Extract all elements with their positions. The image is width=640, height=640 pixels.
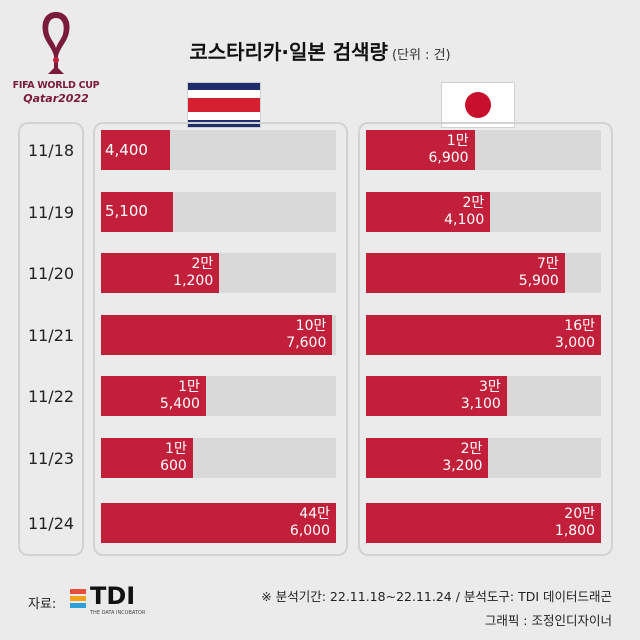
bar-value-label: 7만 5,900 — [518, 256, 559, 289]
bar-jp: 16만 3,000 — [366, 314, 601, 355]
bar-jp: 3만 3,100 — [366, 376, 507, 416]
bar-track-jp: 7만 5,900 — [366, 253, 601, 293]
japan-panel — [358, 122, 613, 556]
bar-track-cr: 4,400 — [101, 130, 336, 170]
bar-value-label: 2만 3,200 — [442, 440, 483, 474]
date-label: 11/23 — [27, 448, 75, 468]
bar-jp: 20만 1,800 — [366, 503, 601, 543]
logo-line1: FIFA WORLD CUP — [12, 80, 100, 91]
date-label: 11/21 — [27, 325, 75, 345]
tdi-name: TDI — [90, 582, 136, 610]
title-unit: (단위 : 건) — [391, 48, 451, 63]
date-label: 11/20 — [27, 264, 75, 283]
costa-rica-panel — [93, 122, 348, 556]
bar-value-label: 10만 7,600 — [286, 317, 327, 351]
bar-cr: 1만 600 — [101, 437, 193, 478]
bar-value-label: 1만 5,400 — [159, 379, 200, 412]
bar-cr: 5,100 — [101, 191, 174, 232]
logo-line2: Qatar2022 — [23, 92, 89, 105]
bar-track-cr: 44만 6,000 — [101, 503, 336, 543]
bar-track-jp: 16만 3,000 — [366, 314, 601, 355]
bar-jp: 2만 4,100 — [366, 191, 491, 232]
bar-cr: 10만 7,600 — [101, 314, 333, 355]
bar-value-label: 2만 4,100 — [444, 194, 485, 228]
graphic-credit: 그래픽 : 조정인디자이너 — [484, 613, 612, 628]
bar-track-cr: 10만 7,600 — [101, 314, 336, 355]
bar-track-jp: 20만 1,800 — [366, 503, 601, 543]
analysis-note: ※ 분석기간: 22.11.18~22.11.24 / 분석도구: TDI 데이… — [261, 589, 612, 604]
fifa-world-cup-logo: FIFA WORLD CUP Qatar2022 — [8, 8, 104, 112]
bar-track-cr: 2만 1,200 — [101, 253, 336, 293]
source-label: 자료: — [28, 597, 57, 612]
bar-value-label: 44만 6,000 — [289, 506, 330, 539]
tdi-logo: TDI THE DATA INCUBATOR — [70, 582, 146, 619]
bar-value-label: 16만 3,000 — [554, 317, 595, 351]
japan-flag — [442, 83, 514, 127]
date-panel — [18, 122, 84, 556]
bar-track-jp: 2만 4,100 — [366, 191, 601, 232]
bar-value-label: 20만 1,800 — [554, 506, 595, 539]
bar-track-jp: 3만 3,100 — [366, 376, 601, 416]
costa-rica-flag — [188, 83, 260, 127]
bar-value-label: 1만 6,900 — [428, 133, 469, 166]
date-label: 11/19 — [27, 202, 75, 222]
bar-value-label: 2만 1,200 — [173, 256, 214, 289]
bar-track-cr: 1만 600 — [101, 437, 336, 478]
date-label: 11/24 — [27, 514, 75, 533]
bar-track-jp: 1만 6,900 — [366, 130, 601, 170]
bar-track-cr: 1만 5,400 — [101, 376, 336, 416]
date-label: 11/22 — [27, 387, 75, 406]
bar-cr: 44만 6,000 — [101, 503, 336, 543]
bar-value-label: 5,100 — [105, 202, 148, 220]
chart-title: 코스타리카·일본 검색량 (단위 : 건) — [0, 36, 640, 65]
bar-jp: 1만 6,900 — [366, 130, 475, 170]
bar-cr: 1만 5,400 — [101, 376, 206, 416]
date-label: 11/18 — [27, 141, 75, 160]
bar-track-jp: 2만 3,200 — [366, 437, 601, 478]
bar-jp: 2만 3,200 — [366, 437, 489, 478]
bar-cr: 2만 1,200 — [101, 253, 220, 293]
trophy-icon — [42, 12, 70, 74]
bar-value-label: 4,400 — [105, 140, 148, 159]
bar-value-label: 3만 3,100 — [460, 379, 501, 412]
bar-value-label: 1만 600 — [160, 440, 187, 474]
bar-track-cr: 5,100 — [101, 191, 336, 232]
tdi-sub: THE DATA INCUBATOR — [90, 610, 146, 616]
bar-jp: 7만 5,900 — [366, 253, 565, 293]
title-main: 코스타리카·일본 검색량 — [189, 40, 388, 64]
bar-cr: 4,400 — [101, 130, 171, 170]
